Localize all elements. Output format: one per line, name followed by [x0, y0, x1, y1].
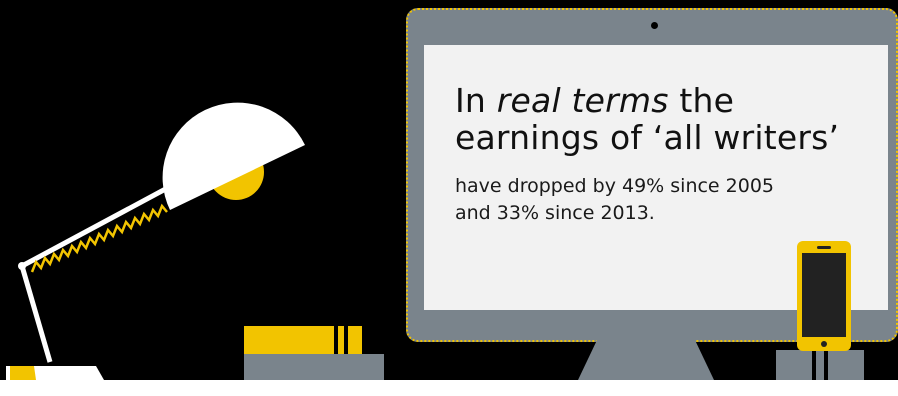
- subtext-line1: have dropped by 49% since 2005: [455, 175, 775, 197]
- book-stripe: [334, 326, 338, 354]
- book-stripe: [344, 326, 348, 354]
- camera-dot: [651, 22, 658, 29]
- phone-screen: [802, 253, 846, 337]
- phone-speaker: [817, 246, 831, 249]
- headline-line2: earnings of ‘all writers’: [455, 118, 840, 157]
- book-stack-base: [244, 354, 384, 380]
- dock-slot: [824, 350, 828, 380]
- headline-prefix: In: [455, 81, 497, 120]
- subtext: have dropped by 49% since 2005 and 33% si…: [455, 173, 774, 227]
- desk-surface: [0, 380, 898, 396]
- headline-italic: real terms: [496, 81, 669, 120]
- dock-slot: [812, 350, 816, 380]
- smartphone-icon: [797, 241, 851, 351]
- headline: In real terms the earnings of ‘all writer…: [455, 82, 839, 156]
- phone-dock: [776, 350, 864, 380]
- books-icon: [244, 326, 362, 354]
- phone-home-button: [821, 341, 827, 347]
- subtext-line2: and 33% since 2013.: [455, 202, 655, 224]
- headline-rest: the: [668, 81, 735, 120]
- monitor-stand: [578, 340, 714, 380]
